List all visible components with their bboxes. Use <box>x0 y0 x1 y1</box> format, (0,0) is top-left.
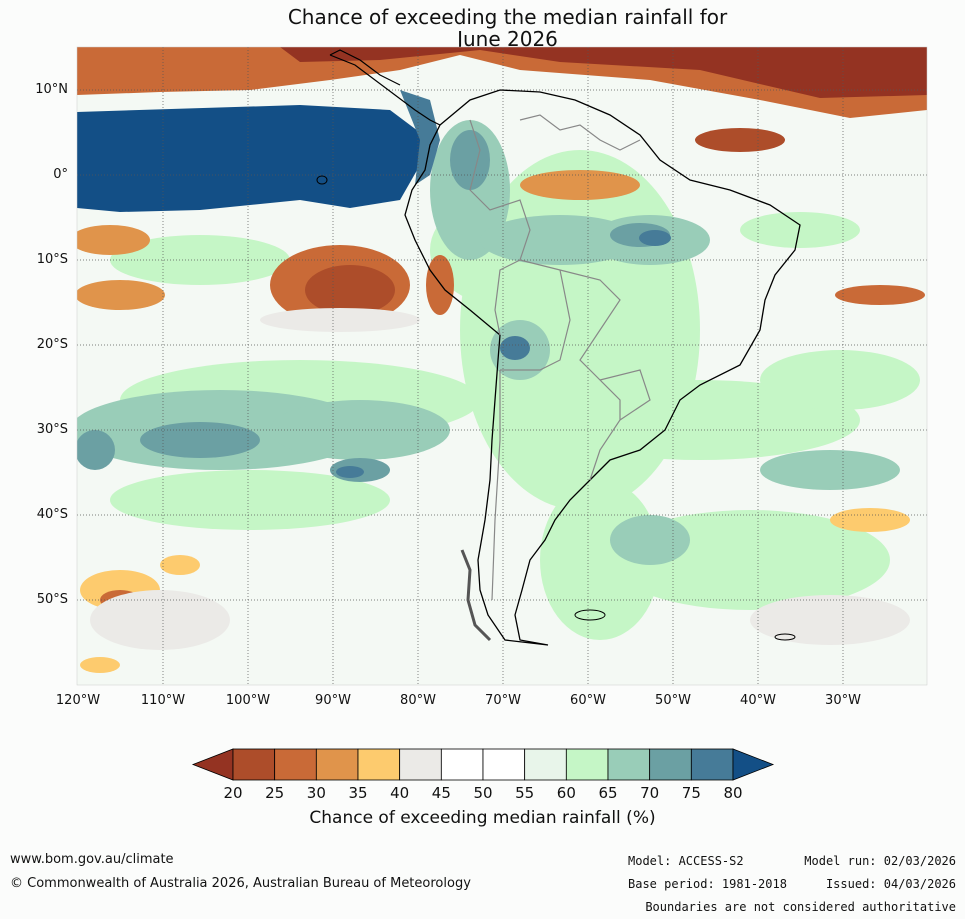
dry-patch <box>77 280 165 310</box>
lon-label: 50°W <box>655 693 691 708</box>
colorbar-tick-label: 65 <box>598 784 618 802</box>
footer-url[interactable]: www.bom.gov.au/climate <box>10 852 174 867</box>
lat-label: 10°S <box>36 252 68 267</box>
lat-label: 10°N <box>35 82 68 97</box>
lon-label: 80°W <box>400 693 436 708</box>
east-pacific-very-dry-area <box>305 265 395 315</box>
lat-label: 0° <box>53 167 68 182</box>
colorbar-bin <box>524 748 567 781</box>
lon-label: 30°W <box>825 693 861 708</box>
colorbar-tick-label: 20 <box>223 784 243 802</box>
colorbar-extend-low <box>191 748 234 781</box>
lon-label: 60°W <box>570 693 606 708</box>
colorbar-bin <box>565 748 609 781</box>
footer-disclaimer: Boundaries are not considered authoritat… <box>645 900 956 914</box>
colorbar-bin <box>482 748 526 781</box>
chilean-archipelago <box>460 549 492 642</box>
dry-patch <box>160 555 200 575</box>
dry-patch <box>830 508 910 532</box>
colorbar-tick-label: 45 <box>431 784 451 802</box>
dry-patch <box>695 128 785 152</box>
colorbar-tick-label: 60 <box>556 784 576 802</box>
footer-model: Model: ACCESS-S2 <box>628 854 744 868</box>
colorbar-tick-label: 80 <box>723 784 743 802</box>
graticule <box>77 47 927 685</box>
lon-label: 90°W <box>315 693 351 708</box>
footer-issued: Issued: 04/03/2026 <box>825 877 956 891</box>
colorbar-bin <box>357 748 401 781</box>
central-america-coastline <box>329 49 441 126</box>
colorbar-tick-label: 70 <box>640 784 660 802</box>
near-median-area <box>260 308 420 332</box>
colorbar-tick-label: 40 <box>390 784 410 802</box>
lon-label: 120°W <box>55 693 101 708</box>
colorbar-bin <box>440 748 484 781</box>
near-median-area <box>90 590 230 650</box>
footer-base-period: Base period: 1981-2018 <box>628 877 787 891</box>
colorbar-title: Chance of exceeding median rainfall (%) <box>309 808 656 828</box>
lat-label: 50°S <box>36 592 68 607</box>
galapagos-islands <box>316 175 328 185</box>
colorbar-tick-label: 55 <box>515 784 535 802</box>
colorbar <box>191 748 775 781</box>
country-borders <box>469 114 651 601</box>
colorbar-bin <box>399 748 442 781</box>
south-georgia <box>774 633 796 641</box>
above-median-very-high-areas <box>336 230 671 478</box>
colorbar-tick-label: 30 <box>306 784 326 802</box>
colorbar-tick-label: 75 <box>681 784 701 802</box>
colorbar-bin <box>274 748 317 781</box>
peru-coast-dry-area <box>426 255 454 315</box>
colorbar-tick-label: 50 <box>473 784 493 802</box>
lon-label: 110°W <box>140 693 186 708</box>
south-america-coastline <box>404 89 801 646</box>
footer-model-run: Model run: 02/03/2026 <box>804 854 956 868</box>
dry-patch <box>835 285 925 305</box>
footer-copyright: © Commonwealth of Australia 2026, Austra… <box>10 876 471 891</box>
colorbar-bin <box>690 748 734 781</box>
colorbar-bin <box>315 748 359 781</box>
map-title-line2: June 2026 <box>457 27 558 51</box>
map-frame <box>76 46 928 686</box>
colorbar-bin <box>607 748 651 781</box>
colorbar-tick-label: 35 <box>348 784 368 802</box>
lon-label: 70°W <box>485 693 521 708</box>
above-median-high-areas <box>77 130 670 482</box>
near-median-area <box>750 595 910 645</box>
lon-label: 100°W <box>225 693 271 708</box>
colorbar-extend-high <box>732 748 775 781</box>
falkland-islands <box>574 609 606 621</box>
dry-patch <box>80 657 120 673</box>
lat-label: 30°S <box>36 422 68 437</box>
colorbar-bin <box>649 748 692 781</box>
northern-very-dry-band <box>280 47 927 98</box>
colombia-wet-area <box>400 90 440 185</box>
amazon-dry-area <box>520 170 640 200</box>
lon-label: 40°W <box>740 693 776 708</box>
map-title-line1: Chance of exceeding the median rainfall … <box>287 5 728 29</box>
equatorial-pacific-wet-band <box>77 105 430 212</box>
colorbar-tick-label: 25 <box>265 784 285 802</box>
colorbar-bin <box>232 748 276 781</box>
lat-label: 20°S <box>36 337 68 352</box>
lat-label: 40°S <box>36 507 68 522</box>
dry-patch <box>77 225 150 255</box>
